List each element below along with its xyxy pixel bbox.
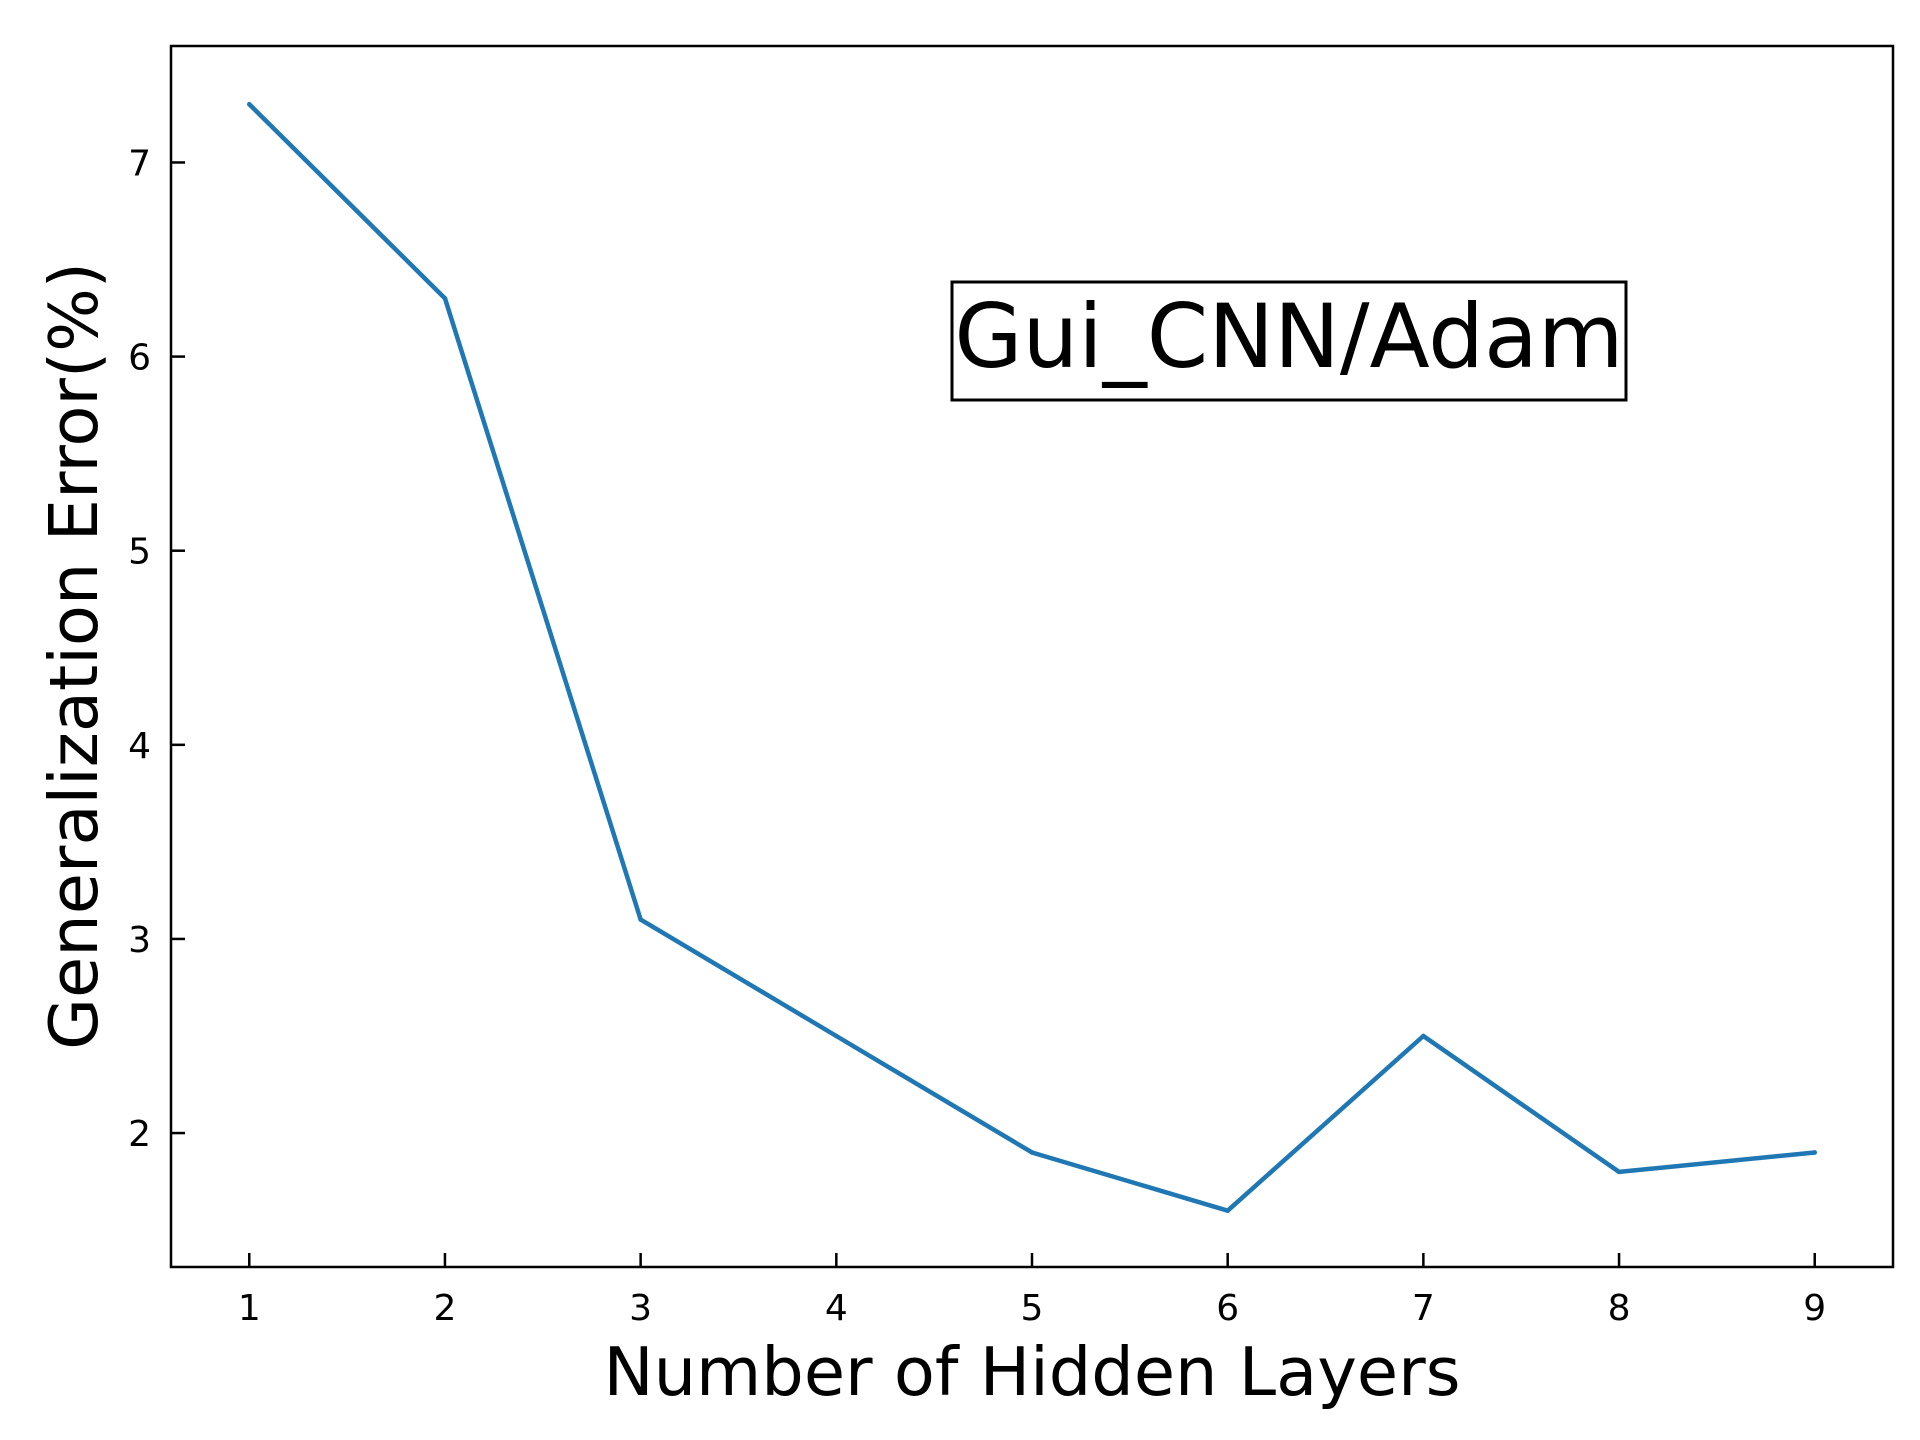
data-point: [1616, 1169, 1622, 1175]
x-tick-label: 8: [1608, 1288, 1631, 1329]
series-line: [247, 102, 1815, 1213]
annotation-border: [950, 280, 1628, 402]
data-point: [1225, 1208, 1230, 1214]
annotation-label: Gui_CNN/Adam: [954, 285, 1623, 388]
x-tick-label: 2: [434, 1288, 457, 1329]
y-tick-label: 5: [128, 532, 151, 573]
data-point: [834, 1033, 839, 1039]
y-tick-label: 4: [128, 726, 151, 767]
plot-frame: [169, 44, 1895, 1269]
data-point: [442, 296, 448, 301]
x-tick-label: 4: [825, 1288, 848, 1329]
series-layer: [246, 101, 1818, 1214]
y-tick-label: 2: [128, 1114, 151, 1155]
x-tick-label: 1: [238, 1288, 261, 1329]
y-tick-label: 7: [128, 143, 151, 184]
data-point: [1421, 1033, 1426, 1039]
data-point: [246, 101, 252, 107]
x-tick-label: 3: [629, 1288, 652, 1329]
annotation-box: Gui_CNN/Adam: [950, 280, 1628, 402]
x-tick-label: 5: [1021, 1288, 1044, 1329]
y-tick-label: 6: [128, 338, 151, 379]
x-axis-label: Number of Hidden Layers: [603, 1333, 1460, 1411]
data-point: [1812, 1150, 1818, 1155]
x-tick-label: 7: [1412, 1288, 1435, 1329]
data-point: [638, 917, 643, 922]
y-axis-label: Generalization Error(%): [35, 262, 113, 1050]
data-point: [1029, 1150, 1035, 1155]
ticks-layer: 1 2 3 4 5 6 7 8 9 2 3 4 5 6 7: [128, 143, 1826, 1329]
x-tick-label: 9: [1803, 1288, 1826, 1329]
x-tick-label: 6: [1216, 1288, 1239, 1329]
y-tick-label: 3: [128, 920, 151, 961]
